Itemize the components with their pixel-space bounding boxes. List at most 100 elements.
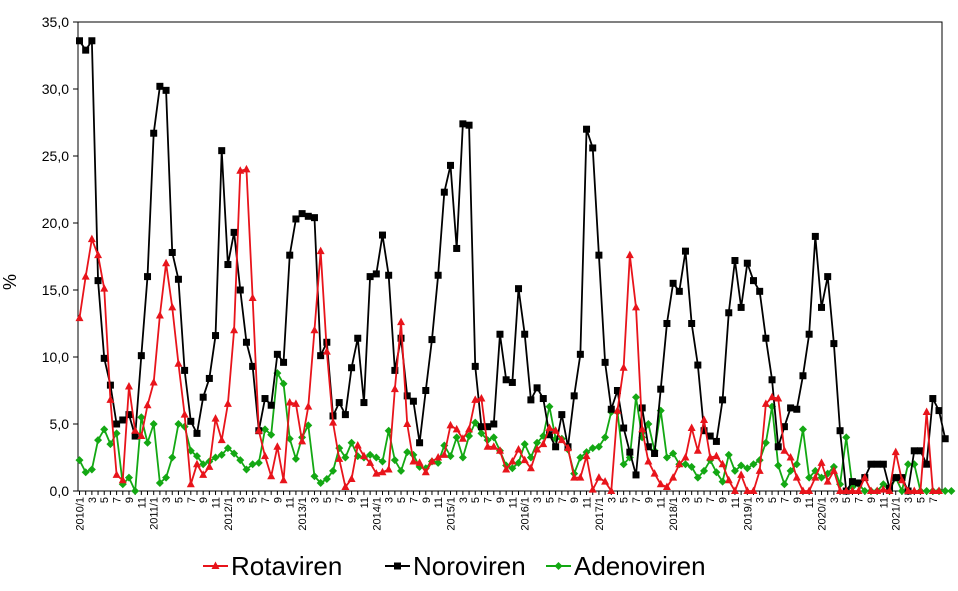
x-tick-label: 9	[643, 497, 655, 503]
x-tick-label: 11	[285, 497, 297, 508]
data-point-noroviren	[131, 432, 139, 440]
data-point-adenoviren	[743, 464, 752, 473]
x-tick-label: 5	[173, 497, 185, 503]
data-point-noroviren	[830, 340, 838, 348]
data-point-noroviren	[774, 443, 782, 451]
data-point-noroviren	[447, 161, 455, 169]
data-point-adenoviren	[792, 460, 801, 469]
data-point-noroviren	[286, 251, 294, 259]
series-line-adenoviren	[78, 372, 952, 492]
data-point-adenoviren	[81, 468, 90, 477]
data-point-rotaviren	[131, 426, 140, 434]
data-point-rotaviren	[162, 258, 171, 267]
x-tick-label: 3	[829, 497, 841, 503]
data-point-noroviren	[527, 396, 535, 404]
x-tick-label: 5	[248, 497, 260, 503]
data-point-rotaviren	[594, 473, 603, 481]
x-tick-label: 2021/1	[891, 497, 903, 531]
x-tick-label: 9	[272, 497, 284, 503]
data-point-rotaviren	[706, 453, 715, 461]
data-point-noroviren	[916, 447, 924, 455]
x-tick-label: 9	[569, 497, 581, 503]
data-point-noroviren	[836, 427, 844, 435]
x-tick-label: 5	[619, 497, 631, 503]
data-point-rotaviren	[477, 394, 486, 402]
data-point-rotaviren	[650, 469, 659, 477]
data-point-noroviren	[589, 144, 597, 152]
data-point-noroviren	[484, 423, 492, 431]
x-tick-label: 2013/1	[297, 497, 309, 531]
x-tick-label: 7	[186, 497, 198, 503]
data-point-noroviren	[879, 460, 887, 468]
x-tick-label: 7	[854, 497, 866, 503]
data-point-noroviren	[113, 420, 121, 428]
x-tick-label: 3	[458, 497, 470, 503]
data-point-noroviren	[218, 147, 226, 155]
data-point-adenoviren	[87, 465, 96, 474]
data-point-rotaviren	[192, 459, 201, 468]
x-tick-label: 11	[507, 497, 519, 508]
data-point-noroviren	[82, 46, 90, 54]
data-point-noroviren	[700, 427, 708, 435]
x-tick-label: 3	[532, 497, 544, 503]
x-tick-label: 9	[124, 497, 136, 503]
x-tick-label: 7	[112, 497, 124, 503]
data-point-rotaviren	[366, 458, 375, 466]
data-point-noroviren	[477, 423, 485, 431]
data-point-adenoviren	[669, 449, 678, 458]
series-layer	[75, 37, 956, 495]
data-point-rotaviren	[811, 473, 820, 481]
data-point-noroviren	[100, 354, 108, 362]
data-point-noroviren	[193, 429, 201, 437]
data-point-adenoviren	[168, 453, 177, 462]
data-point-noroviren	[335, 399, 343, 407]
data-point-noroviren	[119, 416, 127, 424]
data-point-noroviren	[397, 334, 405, 342]
y-axis-label: %	[0, 274, 20, 290]
data-point-rotaviren	[143, 400, 152, 409]
y-axis: 0,0 5,0 10,0 15,0 20,0 25,0 30,0 35,0	[42, 14, 78, 499]
data-point-adenoviren	[508, 464, 517, 473]
data-point-adenoviren	[780, 480, 789, 489]
data-point-noroviren	[855, 479, 863, 487]
data-point-adenoviren	[805, 473, 814, 482]
data-point-adenoviren	[378, 457, 387, 466]
data-point-noroviren	[626, 448, 634, 456]
x-tick-label: 2012/1	[223, 497, 235, 531]
x-tick-label: 2020/1	[817, 497, 829, 531]
data-point-noroviren	[818, 303, 826, 311]
data-point-noroviren	[521, 330, 529, 338]
x-tick-label: 9	[198, 497, 210, 503]
data-point-adenoviren	[761, 438, 770, 447]
data-point-noroviren	[576, 350, 584, 358]
data-point-noroviren	[873, 460, 881, 468]
data-point-adenoviren	[774, 461, 783, 470]
data-point-adenoviren	[397, 466, 406, 475]
x-tick-label: 2015/1	[446, 497, 458, 531]
data-point-noroviren	[515, 285, 523, 293]
data-point-noroviren	[249, 362, 257, 370]
data-point-noroviren	[620, 424, 628, 432]
data-point-noroviren	[805, 330, 813, 338]
data-point-rotaviren	[662, 482, 671, 490]
data-point-adenoviren	[533, 438, 542, 447]
data-point-rotaviren	[279, 475, 288, 484]
data-point-noroviren	[94, 277, 102, 285]
data-point-noroviren	[892, 474, 900, 482]
data-point-rotaviren	[873, 486, 882, 494]
data-point-adenoviren	[922, 487, 931, 495]
x-tick-label: 11	[804, 497, 816, 508]
data-point-adenoviren	[446, 452, 455, 461]
data-point-rotaviren	[632, 302, 641, 311]
data-point-rotaviren	[601, 477, 610, 485]
data-point-adenoviren	[261, 425, 270, 434]
data-point-rotaviren	[520, 455, 529, 464]
data-point-adenoviren	[749, 460, 758, 469]
data-point-rotaviren	[724, 475, 733, 484]
data-point-rotaviren	[322, 347, 331, 355]
data-point-rotaviren	[94, 250, 103, 259]
data-point-noroviren	[681, 247, 689, 255]
data-point-noroviren	[304, 212, 312, 220]
data-point-rotaviren	[471, 395, 480, 403]
